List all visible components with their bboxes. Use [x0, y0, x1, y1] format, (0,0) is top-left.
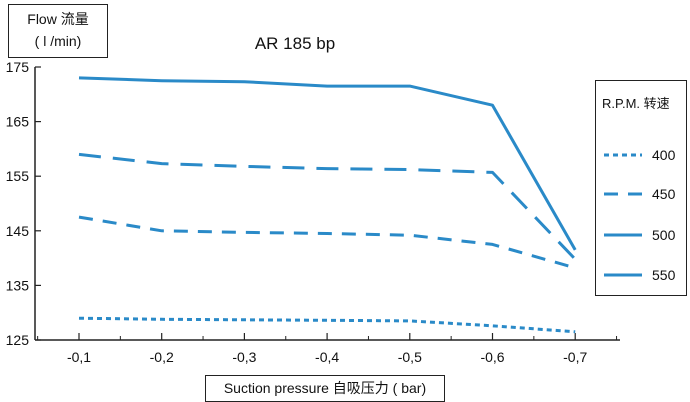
y-tick-label: 175 — [6, 59, 30, 75]
y-axis-label-box: Flow 流量 ( l /min) — [8, 4, 108, 58]
y-tick-label: 145 — [6, 223, 30, 239]
y-axis-label-line2: ( l /min) — [34, 33, 82, 49]
x-tick-label: -0,1 — [67, 349, 91, 365]
legend: R.P.M. 转速 400 450 500 550 — [595, 80, 687, 296]
legend-title: R.P.M. 转速 — [602, 96, 670, 111]
series-line-500 — [78, 152, 577, 261]
legend-label-500: 500 — [652, 227, 676, 243]
series-line-400 — [78, 316, 576, 334]
x-tick-label: -0,2 — [150, 349, 174, 365]
series-line-550 — [78, 76, 577, 251]
legend-label-400: 400 — [652, 147, 676, 163]
chart-title: AR 185 bp — [254, 34, 336, 53]
x-tick-label: -0,4 — [315, 349, 339, 365]
legend-label-450: 450 — [652, 186, 676, 202]
y-tick-label: 165 — [6, 114, 30, 130]
y-tick-label: 155 — [6, 168, 30, 184]
x-axis-label-box: Suction pressure 自吸压力 ( bar) — [205, 375, 445, 402]
y-tick-label: 125 — [6, 332, 30, 348]
y-axis-label-line1: Flow 流量 — [27, 11, 89, 27]
legend-label-550: 550 — [652, 267, 676, 283]
series-line-450 — [78, 215, 576, 270]
y-tick-label: 135 — [6, 277, 30, 293]
legend-swatches — [604, 153, 642, 277]
x-tick-label: -0,6 — [480, 349, 504, 365]
series-layer — [78, 76, 577, 334]
x-tick-label: -0,5 — [398, 349, 422, 365]
axes: 125 135 145 155 165 175 -0,1 -0,2 -0,3 -0,4 -0,5 -0… — [6, 59, 620, 365]
x-tick-label: -0,7 — [563, 349, 587, 365]
x-tick-label: -0,3 — [232, 349, 256, 365]
x-axis-label: Suction pressure 自吸压力 ( bar) — [223, 380, 427, 396]
